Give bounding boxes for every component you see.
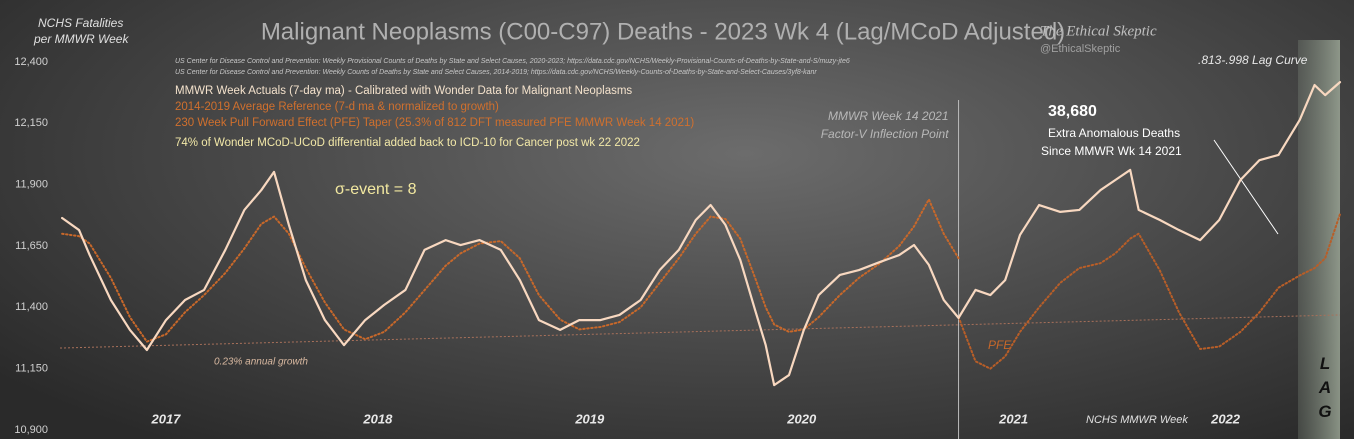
watermark: @EthicalSkeptic (1040, 43, 1121, 55)
legend-entry: 2014-2019 Average Reference (7-d ma & no… (175, 101, 499, 113)
trend-line (59, 314, 1341, 349)
x-tick-label: 2018 (362, 411, 393, 426)
y-axis-label: NCHS Fatalities (38, 16, 123, 30)
series-line (61, 198, 960, 343)
y-tick-label: 11,650 (15, 240, 48, 252)
event-label: MMWR Week 14 2021 (828, 109, 949, 123)
series-line (61, 81, 1342, 387)
x-tick-label: 2022 (1210, 411, 1241, 426)
x-tick-label: 2019 (574, 411, 605, 426)
x-tick-label: 2021 (998, 411, 1028, 426)
legend-entry: MMWR Week Actuals (7-day ma) - Calibrate… (175, 85, 632, 97)
watermark: The Ethical Skeptic (1040, 23, 1157, 39)
source: US Center for Disease Control and Preven… (175, 69, 817, 76)
y-tick-label: 11,900 (15, 179, 48, 191)
source: US Center for Disease Control and Preven… (175, 58, 850, 65)
event-label: Factor-V Inflection Point (821, 127, 950, 141)
lag-caption: .813-.998 Lag Curve (1198, 53, 1308, 67)
excess-label: Extra Anomalous Deaths (1048, 126, 1180, 140)
y-tick-label: 12,150 (14, 117, 48, 129)
pfe-label: PFE (988, 338, 1012, 352)
y-tick-label: 11,400 (15, 301, 48, 313)
annotation-pointer (1213, 139, 1279, 235)
y-tick-label: 11,150 (15, 363, 48, 375)
x-tick-label: 2017 (150, 411, 181, 426)
x-tick-label: 2020 (786, 411, 817, 426)
sigma-label: σ-event = 8 (335, 181, 417, 198)
x-axis-label: NCHS MMWR Week (1086, 414, 1188, 426)
trend-label: 0.23% annual growth (214, 357, 308, 368)
y-tick-label: 10,900 (14, 424, 48, 436)
y-tick-label: 12,400 (14, 56, 48, 68)
excess-label: Since MMWR Wk 14 2021 (1041, 144, 1182, 158)
excess-value: 38,680 (1048, 103, 1097, 120)
series-line (957, 213, 1341, 370)
y-axis-label: per MMWR Week (33, 32, 129, 46)
lag-label: LAG (1316, 354, 1335, 426)
legend-entry: 230 Week Pull Forward Effect (PFE) Taper… (175, 117, 694, 129)
note: 74% of Wonder MCoD-UCoD differential add… (175, 137, 640, 149)
chart-title: Malignant Neoplasms (C00-C97) Deaths - 2… (261, 18, 1065, 45)
